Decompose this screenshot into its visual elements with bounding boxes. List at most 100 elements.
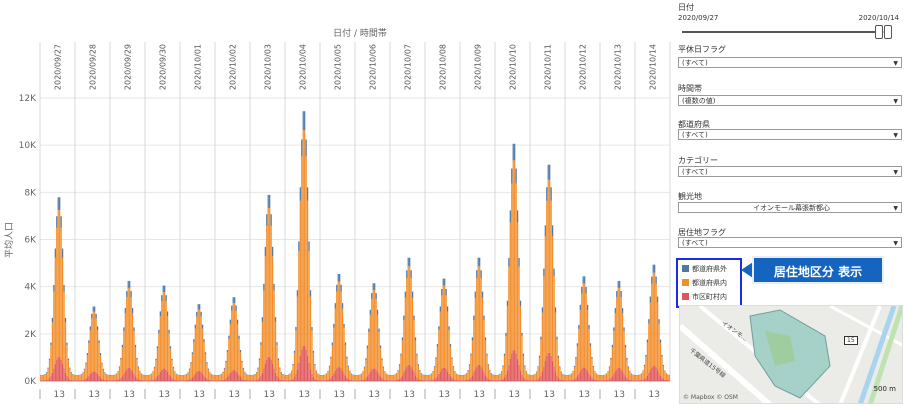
bar-segment-inside-city[interactable]	[327, 379, 329, 381]
bar-segment-inside-prefecture[interactable]	[288, 375, 290, 381]
bar-segment-inside-city[interactable]	[324, 380, 326, 381]
bar-segment-inside-prefecture[interactable]	[94, 311, 96, 372]
bar-segment-outside-prefecture[interactable]	[560, 371, 562, 373]
bar-segment-inside-prefecture[interactable]	[168, 333, 170, 375]
bar-segment-inside-city[interactable]	[323, 380, 325, 381]
bar-segment-outside-prefecture[interactable]	[63, 285, 65, 292]
bar-segment-outside-prefecture[interactable]	[449, 344, 452, 347]
bar-segment-outside-prefecture[interactable]	[330, 356, 332, 359]
bar-segment-inside-city[interactable]	[104, 379, 106, 381]
bar-segment-outside-prefecture[interactable]	[340, 284, 342, 292]
bar-segment-inside-prefecture[interactable]	[419, 370, 421, 380]
bar-segment-inside-city[interactable]	[45, 379, 48, 381]
bar-segment-inside-prefecture[interactable]	[312, 352, 315, 378]
bar-segment-outside-prefecture[interactable]	[476, 270, 478, 279]
bar-segment-inside-prefecture[interactable]	[59, 210, 61, 358]
bar-segment-outside-prefecture[interactable]	[486, 353, 488, 356]
bar-segment-outside-prefecture[interactable]	[232, 297, 234, 304]
bar-segment-outside-prefecture[interactable]	[553, 268, 555, 277]
bar-segment-inside-city[interactable]	[171, 378, 173, 381]
bar-segment-inside-prefecture[interactable]	[203, 342, 205, 376]
map[interactable]: 15 イオンモ... 千葉県道15号線 500 m © Mapbox © OSM	[679, 305, 903, 404]
bar-segment-inside-prefecture[interactable]	[417, 365, 420, 379]
bar-segment-inside-prefecture[interactable]	[420, 373, 422, 380]
bar-segment-outside-prefecture[interactable]	[414, 337, 417, 341]
bar-segment-outside-prefecture[interactable]	[292, 364, 294, 366]
bar-segment-inside-prefecture[interactable]	[425, 375, 427, 381]
bar-segment-inside-prefecture[interactable]	[658, 323, 660, 373]
bar-segment-outside-prefecture[interactable]	[203, 339, 205, 343]
bar-segment-inside-prefecture[interactable]	[248, 375, 250, 381]
bar-segment-inside-prefecture[interactable]	[352, 374, 354, 381]
bar-segment-inside-prefecture[interactable]	[614, 313, 616, 372]
bar-segment-outside-prefecture[interactable]	[413, 315, 415, 321]
bar-segment-outside-prefecture[interactable]	[53, 285, 55, 292]
bar-segment-inside-prefecture[interactable]	[543, 276, 545, 367]
bar-segment-inside-city[interactable]	[130, 369, 132, 381]
bar-segment-inside-prefecture[interactable]	[629, 371, 631, 380]
bar-segment-inside-prefecture[interactable]	[522, 355, 525, 378]
bar-segment-inside-prefecture[interactable]	[225, 362, 227, 379]
bar-segment-outside-prefecture[interactable]	[378, 328, 380, 333]
bar-segment-inside-city[interactable]	[293, 377, 296, 381]
bar-segment-inside-city[interactable]	[487, 378, 490, 381]
bar-segment-inside-prefecture[interactable]	[166, 316, 169, 372]
bar-segment-outside-prefecture[interactable]	[436, 344, 439, 347]
bar-segment-outside-prefecture[interactable]	[479, 257, 481, 267]
bar-segment-inside-city[interactable]	[662, 378, 665, 381]
bar-segment-inside-prefecture[interactable]	[107, 375, 109, 381]
bar-segment-inside-prefecture[interactable]	[183, 375, 185, 381]
bar-segment-inside-city[interactable]	[266, 359, 268, 381]
bar-segment-inside-city[interactable]	[129, 367, 131, 381]
bar-segment-outside-prefecture[interactable]	[420, 373, 422, 374]
bar-segment-outside-prefecture[interactable]	[88, 340, 90, 344]
bar-segment-inside-city[interactable]	[98, 375, 100, 381]
bar-segment-outside-prefecture[interactable]	[556, 336, 558, 340]
bar-segment-outside-prefecture[interactable]	[270, 214, 272, 226]
bar-segment-outside-prefecture[interactable]	[304, 111, 306, 131]
bar-segment-outside-prefecture[interactable]	[96, 326, 99, 331]
bar-segment-inside-prefecture[interactable]	[575, 358, 577, 378]
bar-segment-inside-prefecture[interactable]	[563, 375, 565, 381]
bar-segment-inside-prefecture[interactable]	[490, 373, 492, 380]
bar-segment-inside-city[interactable]	[436, 376, 439, 381]
bar-segment-inside-city[interactable]	[183, 380, 185, 381]
bar-segment-inside-prefecture[interactable]	[276, 344, 278, 376]
bar-segment-inside-city[interactable]	[382, 379, 385, 381]
bar-segment-inside-prefecture[interactable]	[142, 374, 144, 381]
bar-segment-inside-prefecture[interactable]	[91, 318, 93, 373]
bar-segment-outside-prefecture[interactable]	[441, 288, 443, 296]
bar-segment-inside-city[interactable]	[353, 380, 355, 381]
bar-segment-inside-prefecture[interactable]	[324, 374, 326, 381]
bar-segment-inside-city[interactable]	[658, 372, 660, 381]
bar-segment-inside-city[interactable]	[228, 375, 230, 381]
bar-segment-inside-prefecture[interactable]	[67, 360, 70, 379]
bar-segment-inside-prefecture[interactable]	[537, 367, 539, 380]
bar-segment-inside-city[interactable]	[190, 378, 192, 381]
bar-segment-inside-city[interactable]	[565, 380, 567, 381]
bar-segment-inside-city[interactable]	[366, 376, 369, 381]
bar-segment-inside-city[interactable]	[362, 379, 364, 381]
bar-segment-inside-city[interactable]	[274, 372, 277, 381]
bar-segment-outside-prefecture[interactable]	[465, 373, 468, 374]
bar-segment-inside-prefecture[interactable]	[80, 374, 83, 381]
bar-segment-inside-city[interactable]	[117, 379, 119, 381]
bar-segment-inside-city[interactable]	[258, 378, 261, 381]
bar-segment-inside-city[interactable]	[639, 380, 641, 381]
bar-segment-outside-prefecture[interactable]	[333, 323, 335, 328]
bar-segment-inside-city[interactable]	[387, 380, 389, 381]
bar-segment-inside-prefecture[interactable]	[496, 375, 498, 381]
bar-segment-inside-prefecture[interactable]	[121, 347, 124, 377]
bar-segment-outside-prefecture[interactable]	[156, 346, 159, 349]
bar-segment-inside-city[interactable]	[63, 368, 65, 381]
bar-segment-inside-prefecture[interactable]	[242, 368, 245, 380]
bar-segment-inside-city[interactable]	[519, 370, 522, 381]
bar-segment-inside-city[interactable]	[72, 380, 74, 381]
bar-segment-inside-city[interactable]	[584, 367, 586, 381]
bar-segment-outside-prefecture[interactable]	[444, 278, 446, 286]
bar-segment-inside-prefecture[interactable]	[649, 302, 651, 371]
bar-segment-inside-city[interactable]	[231, 371, 233, 381]
bar-segment-inside-prefecture[interactable]	[560, 372, 562, 380]
bar-segment-inside-city[interactable]	[413, 372, 415, 381]
bar-segment-inside-city[interactable]	[656, 370, 659, 381]
